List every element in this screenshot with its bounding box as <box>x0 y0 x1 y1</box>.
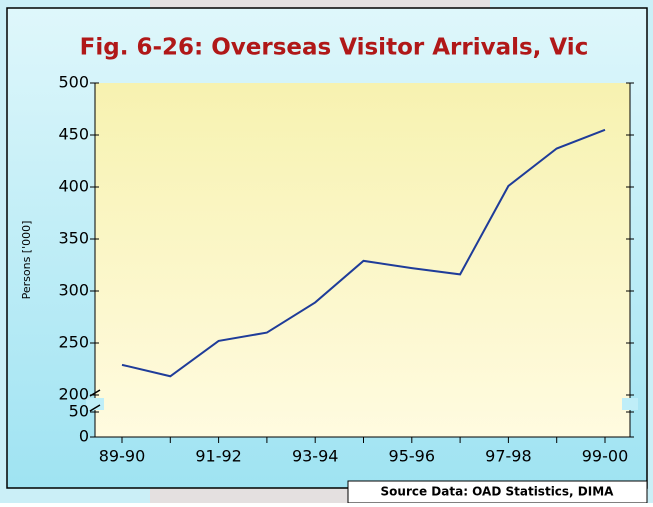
axis-break-gap <box>622 398 638 410</box>
y-tick-label: 50 <box>69 402 89 421</box>
x-tick-label: 93-94 <box>292 447 339 466</box>
y-tick-label: 350 <box>58 229 89 248</box>
y-tick-label: 400 <box>58 177 89 196</box>
x-tick-label: 95-96 <box>389 447 436 466</box>
x-tick-label: 89-90 <box>99 447 146 466</box>
x-tick-label: 91-92 <box>195 447 242 466</box>
chart-title: Fig. 6-26: Overseas Visitor Arrivals, Vi… <box>80 35 589 61</box>
y-tick-label: 0 <box>79 427 89 446</box>
axis-break-gap <box>86 398 104 410</box>
data-line <box>121 128 606 378</box>
plot-area <box>95 83 630 437</box>
x-tick-label: 99-00 <box>582 447 629 466</box>
x-tick-label: 97-98 <box>485 447 532 466</box>
y-tick-label: 500 <box>58 73 89 92</box>
y-tick-label: 250 <box>58 333 89 352</box>
y-axis-label: Persons ['000] <box>20 221 33 300</box>
y-tick-label: 300 <box>58 281 89 300</box>
source-note: Source Data: OAD Statistics, DIMA <box>381 485 615 499</box>
y-tick-label: 450 <box>58 125 89 144</box>
y-tick-label: 200 <box>58 385 89 404</box>
